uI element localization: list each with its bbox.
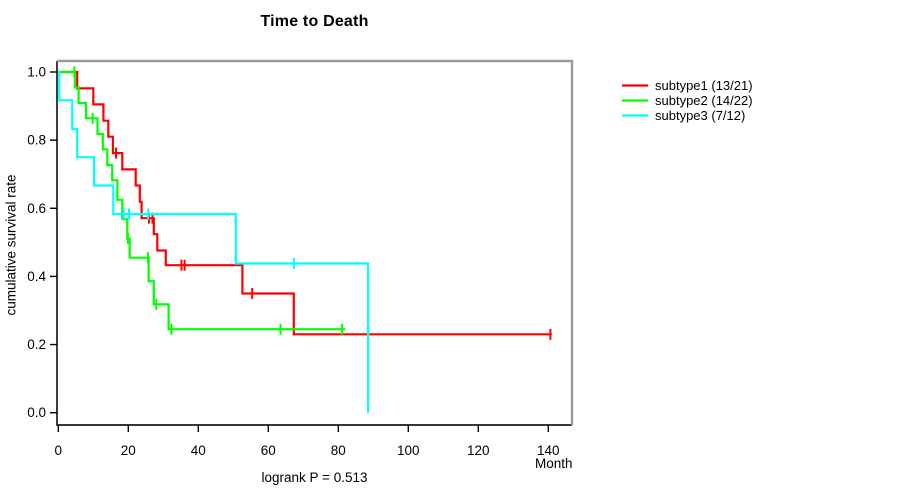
- legend-label-subtype2: subtype2 (14/22): [655, 93, 753, 108]
- legend-label-subtype3: subtype3 (7/12): [655, 108, 745, 123]
- x-axis: 0 20 40 60 80 100 120 140: [55, 425, 560, 458]
- x-tick-label: 80: [331, 443, 346, 458]
- km-curve-subtype2: [58, 70, 346, 331]
- legend-label-subtype1: subtype1 (13/21): [655, 78, 753, 93]
- logrank-annotation: logrank P = 0.513: [261, 470, 368, 485]
- y-tick-label: 1.0: [27, 65, 46, 80]
- y-axis: 1.0 0.8 0.6 0.4 0.2 0.0: [27, 65, 57, 420]
- survival-curves: [58, 66, 552, 413]
- x-tick-label: 40: [191, 443, 206, 458]
- y-tick-label: 0.8: [27, 133, 46, 148]
- frame-left-bottom: [56, 61, 572, 426]
- frame-top-right: [57, 59, 574, 425]
- x-tick-label: 20: [121, 443, 136, 458]
- x-axis-label: Month: [535, 456, 573, 471]
- y-tick-label: 0.0: [27, 405, 46, 420]
- y-tick-label: 0.2: [27, 337, 46, 352]
- x-tick-label: 0: [55, 443, 63, 458]
- x-tick-label: 100: [397, 443, 420, 458]
- km-curve-subtype1: [58, 70, 552, 336]
- x-tick-label: 140: [537, 443, 560, 458]
- y-tick-label: 0.6: [27, 201, 46, 216]
- y-tick-label: 0.4: [27, 269, 46, 284]
- plot-frame: [56, 59, 574, 426]
- x-tick-label: 60: [261, 443, 276, 458]
- km-curve-subtype3: [58, 70, 370, 413]
- legend: subtype1 (13/21)subtype2 (14/22)subtype3…: [622, 78, 753, 123]
- x-tick-label: 120: [467, 443, 490, 458]
- chart-title: Time to Death: [260, 13, 369, 30]
